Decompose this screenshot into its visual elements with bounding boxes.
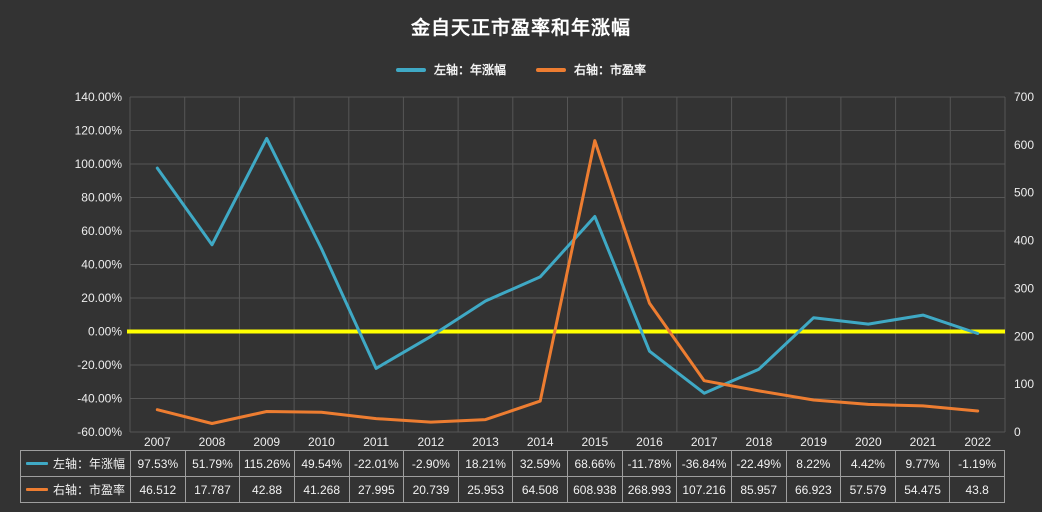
table-cell: 49.54% (294, 451, 350, 477)
x-axis-year-label: 2014 (527, 435, 554, 449)
annual-change-table-swatch (26, 462, 48, 465)
table-cell: 20.739 (404, 477, 459, 503)
table-cell: 41.268 (294, 477, 350, 503)
table-cell: -22.49% (731, 451, 787, 477)
table-cell: 8.22% (786, 451, 842, 477)
x-axis-year-label: 2016 (636, 435, 663, 449)
left-axis-tick-label: 80.00% (81, 191, 122, 205)
annual-change-line (155, 136, 980, 395)
left-axis-tick-label: 140.00% (75, 90, 123, 104)
legend-label-pe-ratio: 右轴：市盈率 (574, 63, 647, 77)
data-table: 左轴：年涨幅 97.53% 51.79% 115.26% 49.54% -22.01% -2… (20, 450, 1005, 503)
x-axis-year-label: 2022 (964, 435, 991, 449)
x-axis-year-label: 2009 (253, 435, 280, 449)
table-cell: 68.66% (568, 451, 623, 477)
legend: 左轴：年涨幅 右轴：市盈率 (0, 61, 1042, 78)
table-cell: 64.508 (513, 477, 568, 503)
pe-ratio-legend-swatch (536, 67, 566, 72)
right-axis-tick-label: 0 (1014, 425, 1021, 439)
x-axis-year-label: 2007 (144, 435, 171, 449)
table-cell: 18.21% (458, 451, 514, 477)
x-axis-year-label: 2019 (800, 435, 827, 449)
x-axis-year-label: 2008 (199, 435, 226, 449)
x-axis-year-label: 2018 (746, 435, 773, 449)
table-row-header: 右轴：市盈率 (21, 477, 131, 503)
right-axis-tick-label: 600 (1014, 138, 1034, 152)
table-cell: -36.84% (677, 451, 732, 477)
right-axis-tick-label: 400 (1014, 234, 1034, 248)
table-cell: 17.787 (185, 477, 241, 503)
table-cell: 115.26% (240, 451, 295, 477)
x-axis-year-label: 2021 (910, 435, 937, 449)
table-cell: 43.8 (950, 477, 1005, 503)
left-axis-tick-label: -20.00% (77, 358, 122, 372)
table-cell: -11.78% (622, 451, 678, 477)
table-cell: 107.216 (677, 477, 732, 503)
right-axis-tick-label: 300 (1014, 281, 1034, 295)
x-axis-year-label: 2010 (308, 435, 335, 449)
x-axis-year-label: 2012 (417, 435, 444, 449)
left-axis-tick-label: -60.00% (77, 425, 122, 439)
table-cell: -22.01% (349, 451, 405, 477)
legend-label-annual-change: 左轴：年涨幅 (433, 63, 506, 77)
table-cell: 97.53% (131, 451, 186, 477)
pe-ratio-line (155, 139, 980, 425)
table-cell: 46.512 (131, 477, 186, 503)
table-row-header: 左轴：年涨幅 (21, 451, 131, 477)
x-axis-year-label: 2013 (472, 435, 499, 449)
x-axis-year-label: 2017 (691, 435, 718, 449)
right-axis-tick-label: 200 (1014, 329, 1034, 343)
table-cell: 85.957 (731, 477, 787, 503)
table-row-label: 右轴：市盈率 (53, 483, 126, 497)
left-axis-tick-label: 0.00% (88, 325, 122, 339)
table-cell: 32.59% (513, 451, 568, 477)
left-axis-tick-label: 20.00% (81, 291, 122, 305)
page-title: 金自天正市盈率和年涨幅 (410, 18, 631, 39)
left-axis-tick-label: 60.00% (81, 224, 122, 238)
plot-area: 140.00% 120.00% 100.00% 80.00% 60.00% 40.00% 2… (75, 90, 1035, 449)
table-cell: 9.77% (895, 451, 951, 477)
table-cell: 268.993 (622, 477, 678, 503)
left-axis-tick-label: 120.00% (75, 124, 123, 138)
annual-change-legend-swatch (395, 67, 426, 72)
x-axis-year-label: 2011 (363, 435, 389, 449)
table-row-label: 左轴：年涨幅 (53, 457, 126, 471)
table-cell: -1.19% (950, 451, 1005, 477)
right-axis-tick-label: 100 (1014, 377, 1034, 391)
table-cell: 25.953 (458, 477, 514, 503)
left-axis-tick-label: -40.00% (77, 392, 122, 406)
table-cell: 66.923 (786, 477, 842, 503)
pe-ratio-table-swatch (26, 488, 48, 491)
table-cell: 27.995 (349, 477, 405, 503)
table-cell: -2.90% (404, 451, 459, 477)
x-axis-year-label: 2015 (581, 435, 608, 449)
left-axis-tick-label: 40.00% (81, 258, 122, 272)
table-cell: 51.79% (185, 451, 241, 477)
table-cell: 42.88 (240, 477, 295, 503)
right-axis-tick-label: 700 (1014, 90, 1034, 104)
left-axis-tick-label: 100.00% (75, 157, 123, 171)
table-cell: 57.579 (841, 477, 896, 503)
legend-item-pe-ratio: 右轴：市盈率 (536, 61, 646, 78)
table-cell: 608.938 (568, 477, 623, 503)
x-axis-year-label: 2020 (855, 435, 882, 449)
right-axis-tick-label: 500 (1014, 186, 1034, 200)
legend-item-annual-change: 左轴：年涨幅 (395, 61, 506, 78)
table-cell: 54.475 (895, 477, 951, 503)
table-cell: 4.42% (841, 451, 896, 477)
